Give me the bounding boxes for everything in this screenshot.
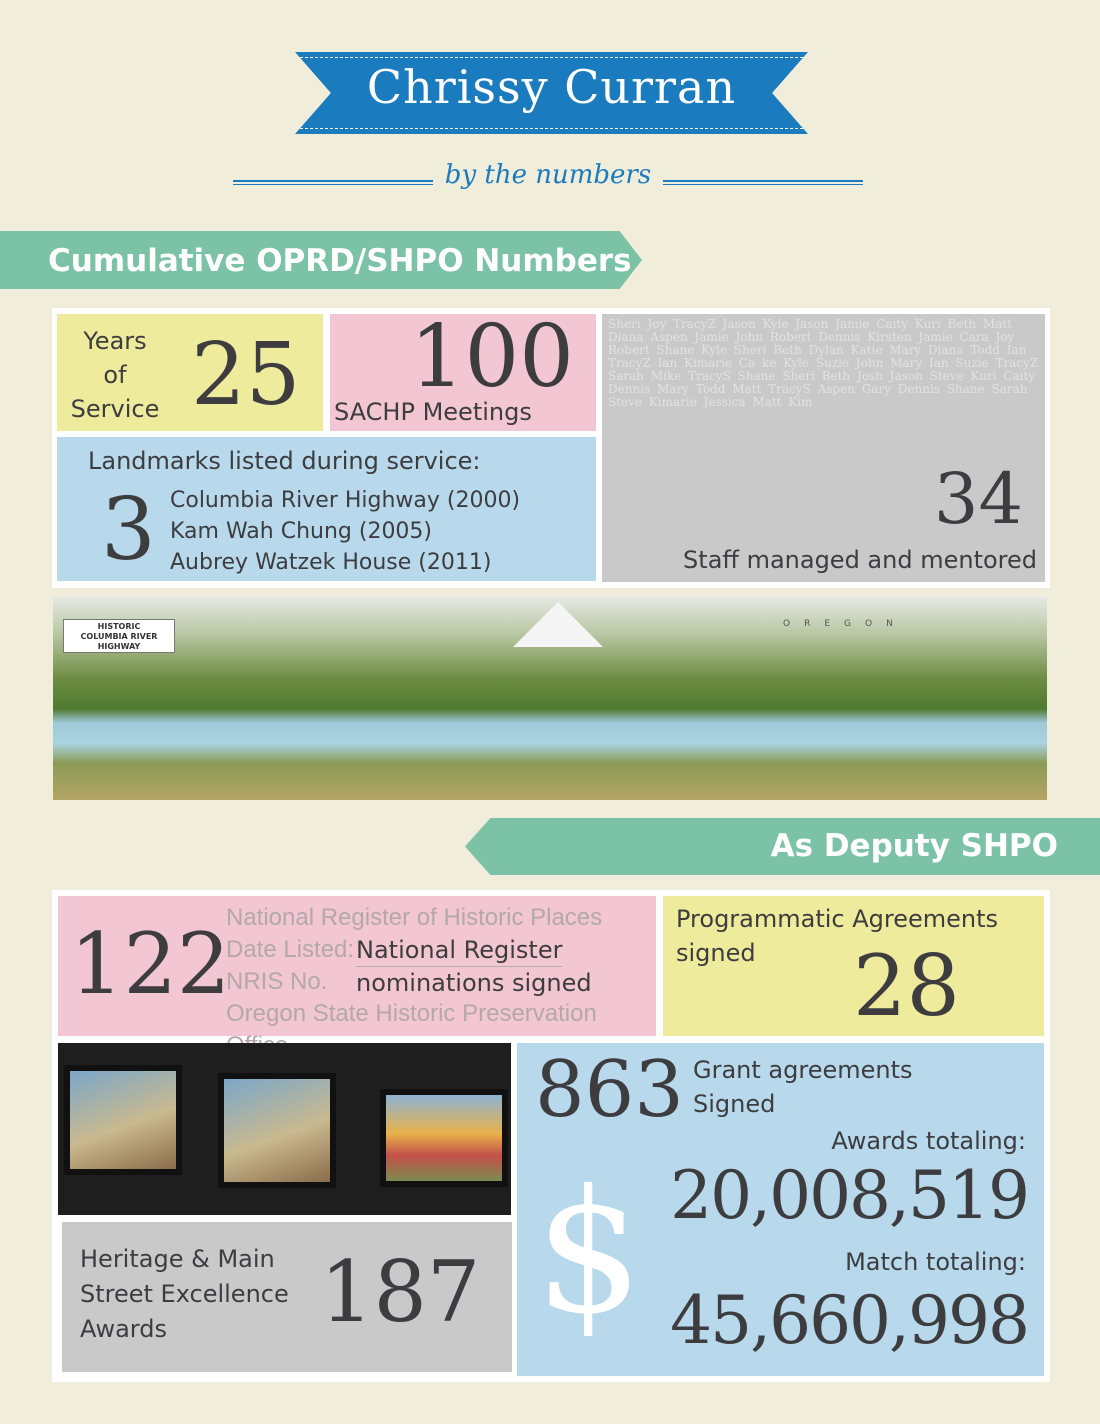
title-ribbon — [295, 52, 808, 134]
logo-line: COLUMBIA RIVER — [80, 632, 158, 641]
grants-value: 863 — [535, 1045, 684, 1135]
agreements-label: signed — [676, 939, 756, 967]
years-value: 25 — [191, 325, 301, 425]
staff-card: Sheri Joy TracyZ Jason Kyle Jason Jamie … — [602, 314, 1045, 582]
grants-label: Signed — [693, 1090, 776, 1118]
staff-label: Staff managed and mentored — [683, 546, 1037, 574]
section-band-cumulative: Cumulative OPRD/SHPO Numbers — [0, 231, 642, 289]
tile-image — [64, 1065, 182, 1175]
nominations-value: 122 — [70, 915, 231, 1013]
awards-value: 20,008,519 — [670, 1157, 1030, 1234]
landmarks-value: 3 — [101, 480, 156, 580]
section-heading: As Deputy SHPO — [770, 828, 1058, 864]
mount-hood-peak — [513, 602, 603, 647]
divider-left — [233, 180, 433, 185]
grants-card: 863 Grant agreements Signed Awards total… — [517, 1043, 1044, 1376]
staff-value: 34 — [933, 458, 1023, 540]
years-label-line: Service — [70, 395, 160, 423]
section-heading: Cumulative OPRD/SHPO Numbers — [48, 243, 632, 279]
agreements-card: Programmatic Agreements signed 28 — [663, 896, 1044, 1036]
form-ghost-text: Date Listed: — [226, 936, 355, 963]
match-value: 45,660,998 — [670, 1282, 1030, 1359]
heritage-label: Heritage & Main — [80, 1245, 275, 1273]
page-subtitle: by the numbers — [444, 160, 652, 190]
years-card: Years of Service 25 — [57, 314, 323, 431]
ceramic-tiles-photo — [58, 1043, 511, 1215]
landmark-item: Columbia River Highway (2000) — [170, 488, 521, 513]
sachp-label: SACHP Meetings — [334, 398, 532, 426]
tile-image — [218, 1073, 336, 1188]
logo-line: HISTORIC — [97, 622, 141, 631]
years-label-line: Years — [83, 327, 147, 355]
map-region-label: OREGON — [783, 619, 907, 629]
years-label-line: of — [103, 361, 127, 389]
landmark-item: Aubrey Watzek House (2011) — [170, 550, 492, 575]
awards-label: Awards totaling: — [831, 1127, 1026, 1155]
staff-name-cloud: Sheri Joy TracyZ Jason Kyle Jason Jamie … — [608, 318, 1039, 409]
landmarks-card: Landmarks listed during service: 3 Colum… — [57, 437, 596, 581]
highway-logo: HISTORIC COLUMBIA RIVER HIGHWAY — [63, 619, 175, 653]
divider-right — [663, 180, 863, 185]
nominations-label: National Register — [356, 934, 563, 967]
page-title: Chrissy Curran — [366, 60, 737, 114]
form-ghost-text: NRIS No. — [226, 968, 328, 995]
columbia-river-highway-map: HISTORIC COLUMBIA RIVER HIGHWAY OREGON — [53, 597, 1047, 800]
grants-label: Grant agreements — [693, 1056, 913, 1084]
form-ghost-text: National Register of Historic Places — [226, 904, 603, 931]
section-band-deputy: As Deputy SHPO — [465, 818, 1100, 875]
logo-line: HIGHWAY — [97, 642, 141, 651]
nominations-card: 122 National Register of Historic Places… — [58, 896, 656, 1059]
ribbon-stitching — [300, 57, 803, 129]
heritage-label: Street Excellence — [80, 1280, 289, 1308]
heritage-value: 187 — [320, 1243, 481, 1341]
heritage-label: Awards — [80, 1315, 167, 1343]
nominations-label: nominations signed — [356, 969, 592, 997]
match-label: Match totaling: — [845, 1248, 1026, 1276]
heritage-card: Heritage & Main Street Excellence Awards… — [62, 1222, 512, 1372]
agreements-value: 28 — [853, 937, 960, 1035]
agreements-label: Programmatic Agreements — [676, 905, 999, 933]
sachp-value: 100 — [409, 307, 574, 407]
tile-image — [380, 1089, 508, 1187]
landmark-item: Kam Wah Chung (2005) — [170, 519, 433, 544]
sachp-card: 100 SACHP Meetings — [330, 314, 596, 431]
dollar-sign-icon: $ — [535, 1154, 644, 1352]
landmarks-heading: Landmarks listed during service: — [88, 447, 481, 475]
